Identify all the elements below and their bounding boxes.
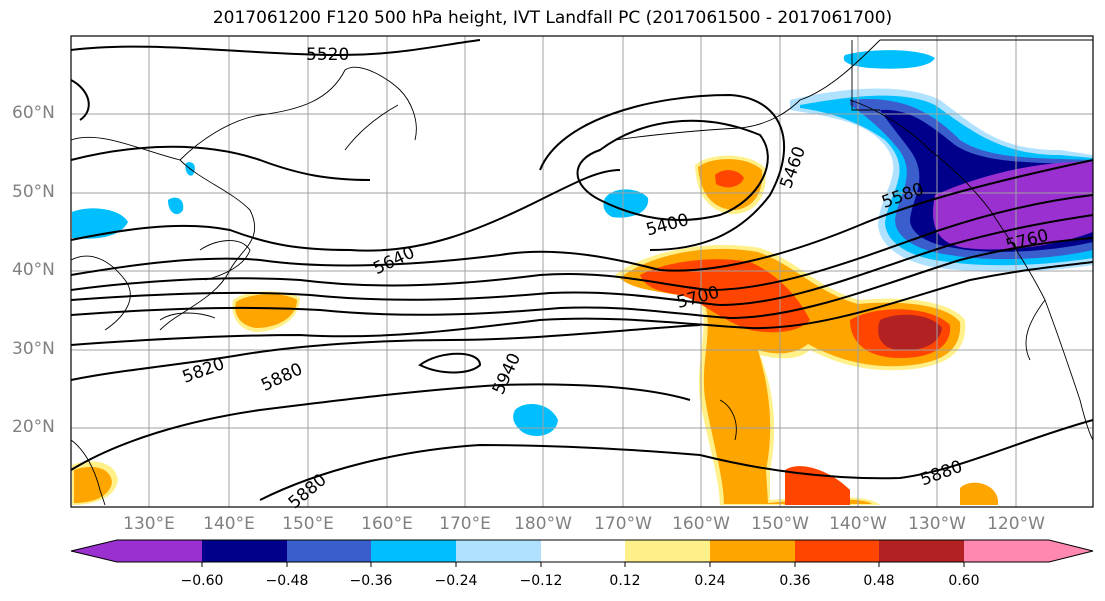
lat-label-40n: 40°N: [12, 260, 55, 280]
lat-label-20n: 20°N: [12, 417, 55, 437]
shading-layer: [72, 50, 1093, 506]
contour-label-5520: 5520: [306, 45, 349, 65]
colorbar-tick: −0.60: [180, 573, 224, 589]
lon-label-170w: 170°W: [594, 514, 652, 534]
lon-label-170e: 170°E: [439, 514, 491, 534]
gridlines: [71, 36, 1093, 507]
lat-label-30n: 30°N: [12, 339, 55, 359]
lon-label-140e: 140°E: [203, 514, 255, 534]
colorbar-tick: −0.12: [519, 573, 563, 589]
colorbar-tick: 0.12: [609, 573, 641, 589]
lon-label-150e: 150°E: [282, 514, 334, 534]
colorbar: [70, 539, 1094, 567]
colorbar-tick: −0.48: [265, 573, 309, 589]
lon-label-160w: 160°W: [672, 514, 730, 534]
lon-label-120w: 120°W: [987, 514, 1045, 534]
lat-label-50n: 50°N: [12, 182, 55, 202]
coastlines: [70, 39, 1094, 506]
lon-label-150w: 150°W: [751, 514, 809, 534]
lon-label-160e: 160°E: [361, 514, 413, 534]
colorbar-tick: −0.36: [349, 573, 393, 589]
lat-label-60n: 60°N: [12, 103, 55, 123]
colorbar-tick: 0.60: [948, 573, 980, 589]
lon-label-140w: 140°W: [829, 514, 887, 534]
height-contours: [70, 39, 1094, 501]
colorbar-tick: −0.24: [434, 573, 478, 589]
colorbar-tick: 0.24: [694, 573, 726, 589]
lon-label-180w: 180°W: [514, 514, 572, 534]
lon-label-130w: 130°W: [908, 514, 966, 534]
colorbar-tick: 0.48: [863, 573, 895, 589]
map-title: 2017061200 F120 500 hPa height, IVT Land…: [212, 8, 893, 28]
lon-label-130e: 130°E: [123, 514, 175, 534]
colorbar-tick: 0.36: [779, 573, 811, 589]
